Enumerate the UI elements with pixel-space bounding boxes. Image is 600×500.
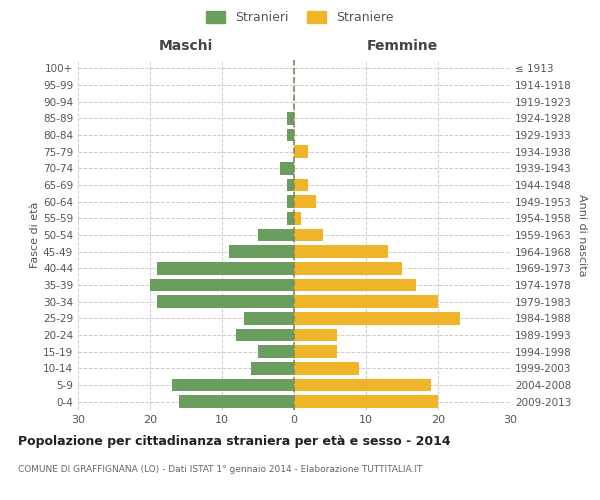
Bar — [294, 362, 359, 374]
Bar — [172, 379, 294, 391]
Bar — [294, 146, 308, 158]
Text: Maschi: Maschi — [159, 40, 213, 54]
Bar — [294, 346, 337, 358]
Bar — [251, 362, 294, 374]
Bar — [294, 279, 416, 291]
Bar — [294, 312, 460, 324]
Bar — [287, 129, 294, 141]
Text: Popolazione per cittadinanza straniera per età e sesso - 2014: Popolazione per cittadinanza straniera p… — [18, 435, 451, 448]
Bar — [280, 162, 294, 174]
Bar — [294, 179, 308, 192]
Bar — [258, 229, 294, 241]
Bar — [244, 312, 294, 324]
Bar — [157, 262, 294, 274]
Bar — [287, 212, 294, 224]
Bar — [236, 329, 294, 341]
Bar — [294, 212, 301, 224]
Bar — [287, 196, 294, 208]
Bar — [294, 246, 388, 258]
Bar — [287, 179, 294, 192]
Bar — [294, 329, 337, 341]
Y-axis label: Anni di nascita: Anni di nascita — [577, 194, 587, 276]
Bar — [294, 229, 323, 241]
Bar — [229, 246, 294, 258]
Bar — [294, 396, 438, 408]
Bar — [294, 262, 402, 274]
Y-axis label: Fasce di età: Fasce di età — [30, 202, 40, 268]
Legend: Stranieri, Straniere: Stranieri, Straniere — [202, 6, 398, 29]
Bar — [294, 296, 438, 308]
Text: COMUNE DI GRAFFIGNANA (LO) - Dati ISTAT 1° gennaio 2014 - Elaborazione TUTTITALI: COMUNE DI GRAFFIGNANA (LO) - Dati ISTAT … — [18, 465, 422, 474]
Bar — [258, 346, 294, 358]
Bar — [294, 379, 431, 391]
Text: Femmine: Femmine — [367, 40, 437, 54]
Bar — [179, 396, 294, 408]
Bar — [150, 279, 294, 291]
Bar — [294, 196, 316, 208]
Bar — [157, 296, 294, 308]
Bar — [287, 112, 294, 124]
